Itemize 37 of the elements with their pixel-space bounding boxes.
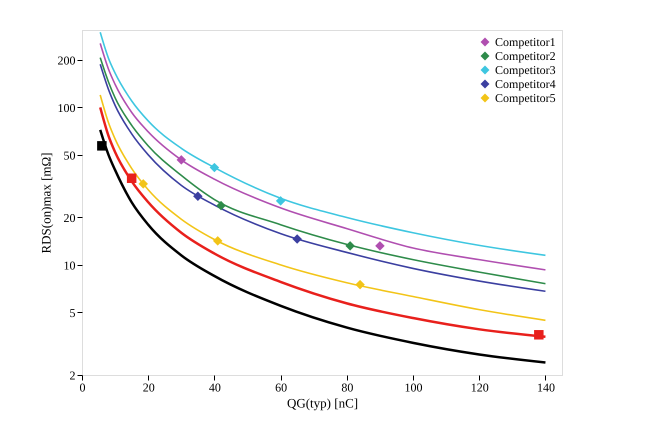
x-tick-label: 80 — [341, 380, 354, 394]
line-series — [98, 128, 547, 364]
x-tick-label: 140 — [536, 380, 555, 394]
x-tick-label: 40 — [208, 380, 221, 394]
y-tick-label: 100 — [58, 100, 76, 115]
x-tick-label: 20 — [142, 380, 155, 394]
legend-label: Competitor5 — [495, 91, 556, 105]
x-tick-label: 0 — [80, 380, 86, 394]
y-tick-label: 10 — [64, 258, 76, 272]
x-tick-label: 60 — [275, 380, 288, 394]
y-tick-label: 20 — [64, 210, 76, 225]
x-tick-label: 120 — [470, 380, 489, 394]
point — [193, 191, 203, 201]
y-tick-label: 5 — [70, 306, 76, 320]
point — [276, 196, 286, 206]
y-tick-label: 2 — [70, 368, 76, 382]
y-tick-label: 200 — [58, 53, 76, 68]
y-axis-title: RDS(on)max [mΩ] — [38, 152, 54, 254]
x-tick-label: 100 — [404, 380, 423, 394]
x-axis-title: QG(typ) [nC] — [286, 396, 358, 410]
point — [375, 241, 385, 251]
point — [355, 280, 365, 290]
point — [97, 141, 107, 151]
point — [126, 173, 136, 183]
legend-label: Competitor4 — [495, 77, 556, 91]
y-tick-label: 50 — [64, 148, 76, 162]
point — [210, 162, 220, 172]
point — [534, 330, 544, 340]
legend-label: Competitor1 — [495, 35, 556, 49]
point — [176, 155, 186, 165]
point — [138, 179, 148, 189]
point — [345, 241, 355, 251]
point — [212, 236, 222, 246]
point — [292, 234, 302, 244]
point — [216, 200, 226, 210]
legend-label: Competitor3 — [495, 63, 556, 77]
legend-label: Competitor2 — [495, 49, 556, 63]
